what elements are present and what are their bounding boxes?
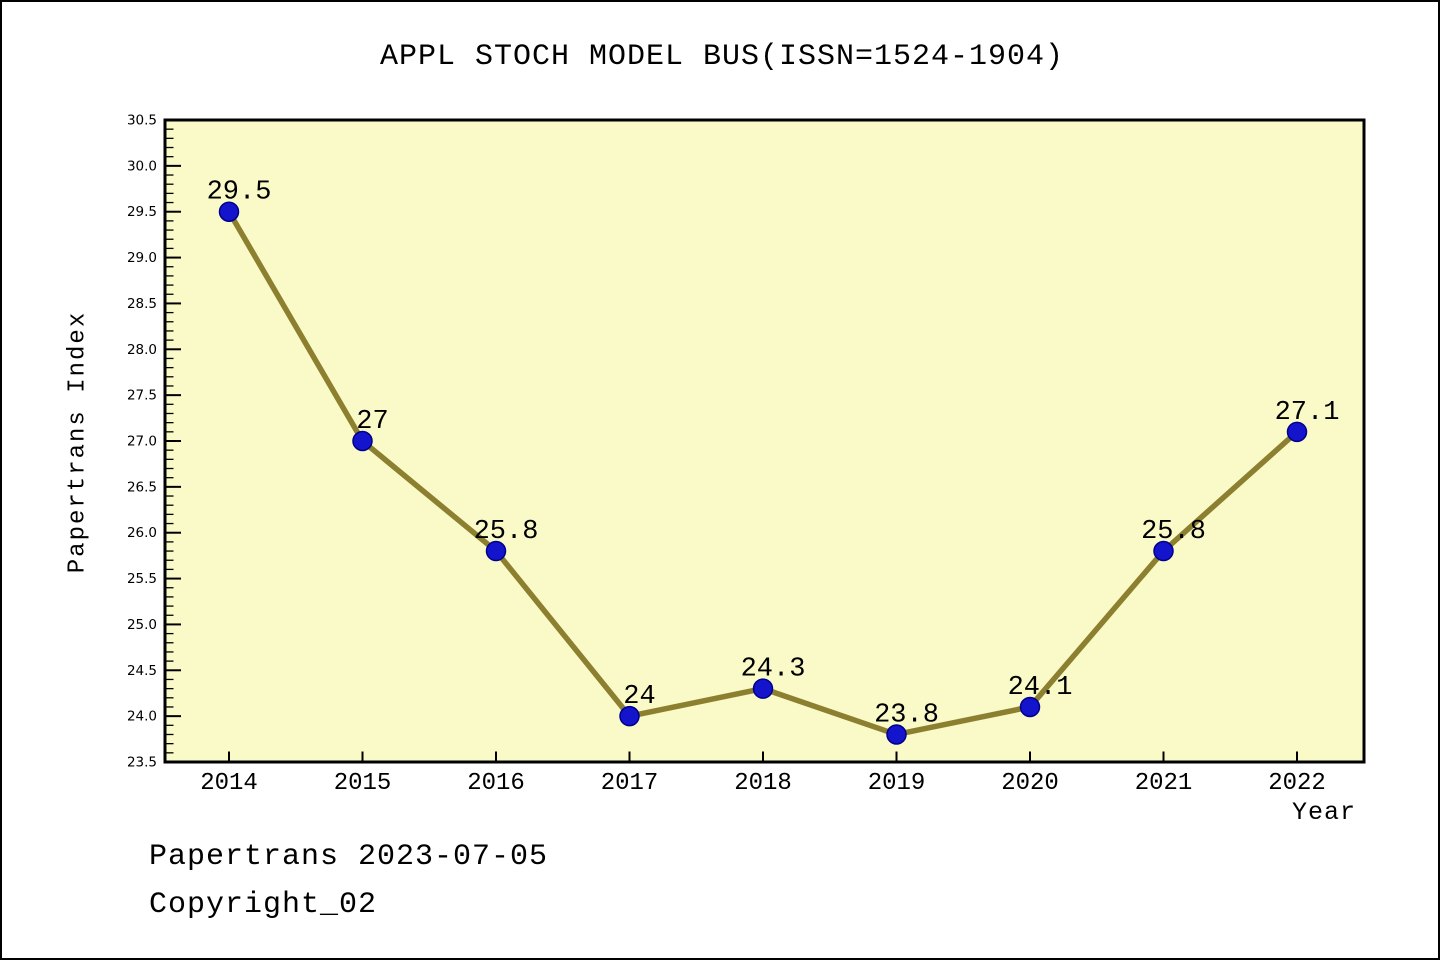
data-point-label: 23.8 xyxy=(874,700,939,730)
data-point xyxy=(619,705,640,727)
data-point-label: 25.8 xyxy=(474,517,539,547)
y-tick-label: 30.0 xyxy=(127,158,157,174)
x-tick-label: 2020 xyxy=(1001,770,1059,797)
y-tick-label: 24.5 xyxy=(127,663,157,679)
y-tick-label: 25.5 xyxy=(127,571,157,587)
x-tick-label: 2019 xyxy=(868,770,926,797)
y-tick-label: 25.0 xyxy=(127,617,157,633)
y-tick-label: 29.0 xyxy=(127,250,157,266)
y-tick-label: 30.5 xyxy=(127,113,157,129)
x-tick-label: 2022 xyxy=(1268,770,1326,797)
x-tick-label: 2021 xyxy=(1135,770,1193,797)
data-point xyxy=(352,430,373,452)
y-tick-label: 28.5 xyxy=(127,296,157,312)
data-point-label: 24.3 xyxy=(741,655,806,685)
chart-title: APPL STOCH MODEL BUS(ISSN=1524-1904) xyxy=(379,40,1065,74)
data-point xyxy=(218,201,240,222)
y-tick-label: 29.5 xyxy=(127,204,157,220)
data-point-label: 24 xyxy=(623,682,655,712)
y-tick-label: 23.5 xyxy=(127,755,157,771)
watermark-date: Papertrans 2023-07-05 xyxy=(149,840,549,874)
y-tick-label: 27.0 xyxy=(127,434,157,450)
data-point xyxy=(886,724,907,745)
data-point-label: 27 xyxy=(356,407,388,437)
y-tick-label: 28.0 xyxy=(127,342,157,358)
x-tick-label: 2017 xyxy=(601,770,659,797)
x-tick-label: 2016 xyxy=(467,770,525,797)
data-point xyxy=(1153,540,1174,562)
data-point xyxy=(1019,696,1041,718)
data-point-label: 27.1 xyxy=(1275,398,1340,428)
data-point-label: 24.1 xyxy=(1008,673,1073,703)
y-tick-label: 26.0 xyxy=(127,525,157,541)
x-tick-label: 2015 xyxy=(334,770,392,797)
y-tick-label: 24.0 xyxy=(127,709,157,725)
watermark-copyright: Copyright_02 xyxy=(149,888,378,922)
data-point-label: 29.5 xyxy=(207,178,272,208)
x-tick-label: 2014 xyxy=(200,770,258,797)
y-tick-label: 27.5 xyxy=(127,388,157,404)
x-tick-label: 2018 xyxy=(734,770,792,797)
data-point xyxy=(752,678,774,699)
y-tick-label: 26.5 xyxy=(127,479,157,495)
data-point xyxy=(485,540,507,562)
x-axis-title: Year xyxy=(1291,798,1356,827)
data-point xyxy=(1286,421,1308,443)
data-point-label: 25.8 xyxy=(1141,517,1206,547)
